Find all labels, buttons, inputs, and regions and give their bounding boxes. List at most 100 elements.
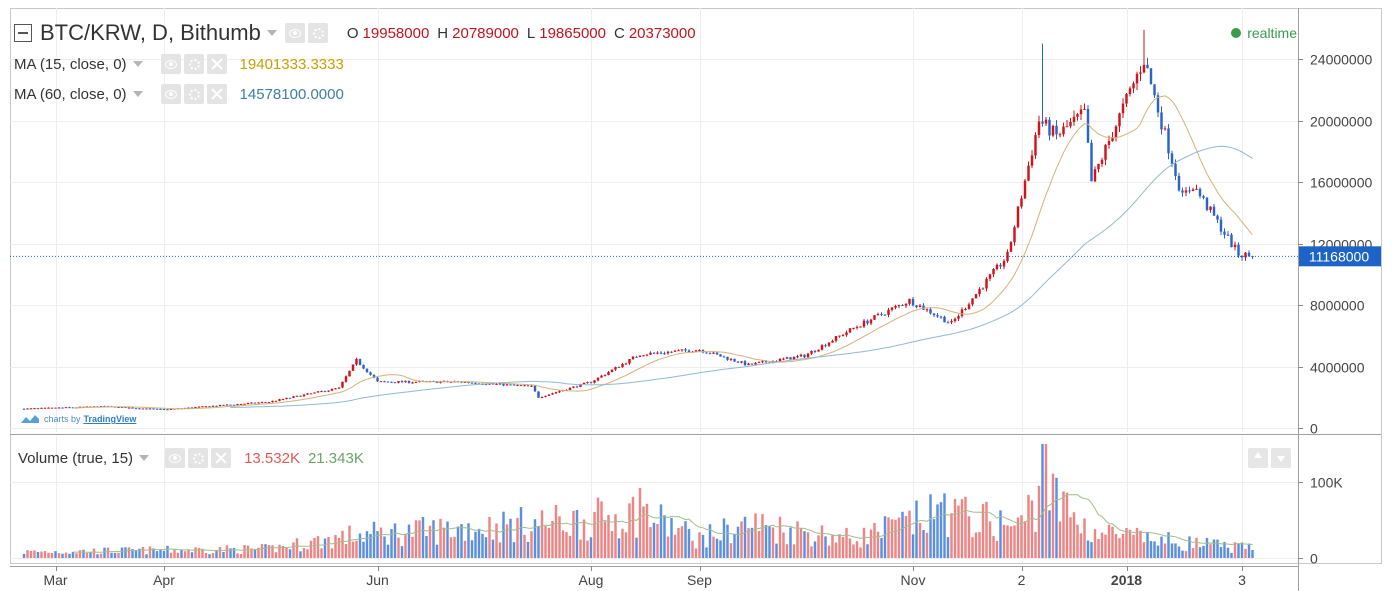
volume-bar bbox=[894, 519, 897, 558]
candle bbox=[631, 356, 635, 360]
candle bbox=[1198, 188, 1202, 197]
price-tick-label: 16000000 bbox=[1310, 175, 1373, 191]
gear-icon[interactable] bbox=[307, 23, 328, 43]
volume-bar bbox=[393, 523, 397, 558]
volume-bar bbox=[120, 547, 124, 558]
candle bbox=[484, 384, 488, 386]
volume-bar bbox=[64, 552, 68, 558]
chevron-down-icon[interactable] bbox=[139, 455, 150, 461]
candle bbox=[299, 395, 302, 397]
volume-bar bbox=[435, 544, 439, 558]
candle bbox=[50, 407, 54, 409]
volume-bar bbox=[932, 519, 936, 558]
candle bbox=[1205, 197, 1209, 210]
candle bbox=[544, 395, 547, 397]
volume-bar bbox=[320, 548, 323, 558]
candle bbox=[316, 391, 320, 393]
gear-icon[interactable] bbox=[188, 448, 209, 468]
volume-bar bbox=[806, 532, 810, 558]
volume-bar bbox=[502, 511, 505, 558]
volume-bar bbox=[1020, 515, 1023, 558]
volume-bar bbox=[1132, 534, 1135, 558]
candle bbox=[36, 408, 40, 410]
gear-icon[interactable] bbox=[183, 54, 204, 74]
candle bbox=[285, 397, 288, 400]
time-axis-label: Nov bbox=[901, 572, 926, 588]
volume-bar bbox=[323, 538, 327, 558]
candle bbox=[414, 381, 418, 383]
candle bbox=[722, 356, 726, 358]
ohlc-key-c: C bbox=[613, 24, 625, 42]
volume-bar bbox=[708, 524, 712, 558]
eye-icon[interactable] bbox=[160, 84, 181, 104]
candle bbox=[575, 386, 579, 388]
volume-bar bbox=[103, 547, 106, 558]
candle bbox=[439, 381, 442, 383]
candle bbox=[232, 404, 236, 406]
candle bbox=[778, 358, 782, 362]
volume-label[interactable]: Volume (true, 15) bbox=[18, 449, 134, 467]
candle bbox=[1191, 189, 1195, 192]
symbol-title[interactable]: BTC/KRW, D, Bithumb bbox=[40, 20, 261, 45]
close-icon[interactable] bbox=[211, 448, 232, 468]
candle bbox=[57, 407, 61, 409]
volume-bar bbox=[1139, 530, 1142, 558]
ma60-label[interactable]: MA (60, close, 0) bbox=[14, 85, 127, 103]
candle bbox=[974, 294, 978, 299]
volume-bar bbox=[50, 553, 54, 558]
candle bbox=[687, 350, 691, 353]
volume-bar bbox=[173, 549, 176, 558]
volume-bar bbox=[348, 525, 351, 558]
candle bbox=[1135, 73, 1139, 84]
chevron-down-icon[interactable] bbox=[266, 30, 277, 36]
volume-bar bbox=[495, 523, 498, 558]
volume-bar bbox=[1223, 541, 1226, 558]
eye-icon[interactable] bbox=[160, 54, 181, 74]
candle bbox=[26, 408, 29, 410]
candle bbox=[334, 388, 337, 390]
volume-bar bbox=[215, 549, 218, 558]
volume-bar bbox=[568, 535, 572, 558]
candle bbox=[1247, 252, 1251, 256]
volume-bar bbox=[1202, 545, 1205, 558]
chevron-down-icon[interactable] bbox=[132, 61, 143, 67]
price-tick-label: 0 bbox=[1310, 421, 1318, 437]
candle bbox=[386, 381, 390, 383]
volume-bar bbox=[859, 547, 862, 558]
eye-icon[interactable] bbox=[284, 23, 305, 43]
close-icon[interactable] bbox=[206, 54, 227, 74]
volume-bar bbox=[148, 546, 152, 558]
volume-bar bbox=[439, 518, 442, 558]
ma60-line bbox=[230, 145, 1253, 408]
close-icon[interactable] bbox=[206, 84, 227, 104]
candle bbox=[169, 408, 173, 410]
volume-bar bbox=[460, 524, 463, 558]
volume-bar bbox=[36, 551, 40, 558]
pane-up-button[interactable] bbox=[1248, 448, 1268, 468]
candle bbox=[1097, 163, 1100, 170]
candle bbox=[554, 392, 558, 394]
volume-bar bbox=[1079, 533, 1083, 558]
candle bbox=[194, 407, 197, 409]
time-axis-label: Sep bbox=[687, 572, 712, 588]
chevron-down-icon[interactable] bbox=[132, 91, 143, 97]
volume-bar bbox=[593, 512, 596, 558]
candle bbox=[694, 350, 698, 352]
candle bbox=[1009, 242, 1013, 252]
pane-down-button[interactable] bbox=[1271, 448, 1291, 468]
ma15-label[interactable]: MA (15, close, 0) bbox=[14, 55, 127, 73]
watermark-brand[interactable]: TradingView bbox=[83, 414, 137, 424]
eye-icon[interactable] bbox=[165, 448, 186, 468]
candle bbox=[925, 309, 929, 311]
gear-icon[interactable] bbox=[183, 84, 204, 104]
status-dot-icon bbox=[1231, 28, 1242, 38]
candle bbox=[288, 397, 292, 399]
volume-bar bbox=[505, 524, 509, 558]
tradingview-watermark[interactable]: charts by TradingView bbox=[20, 414, 136, 424]
candle bbox=[117, 406, 120, 408]
collapse-icon[interactable] bbox=[14, 24, 32, 42]
candle bbox=[761, 361, 764, 363]
candle bbox=[225, 404, 229, 406]
